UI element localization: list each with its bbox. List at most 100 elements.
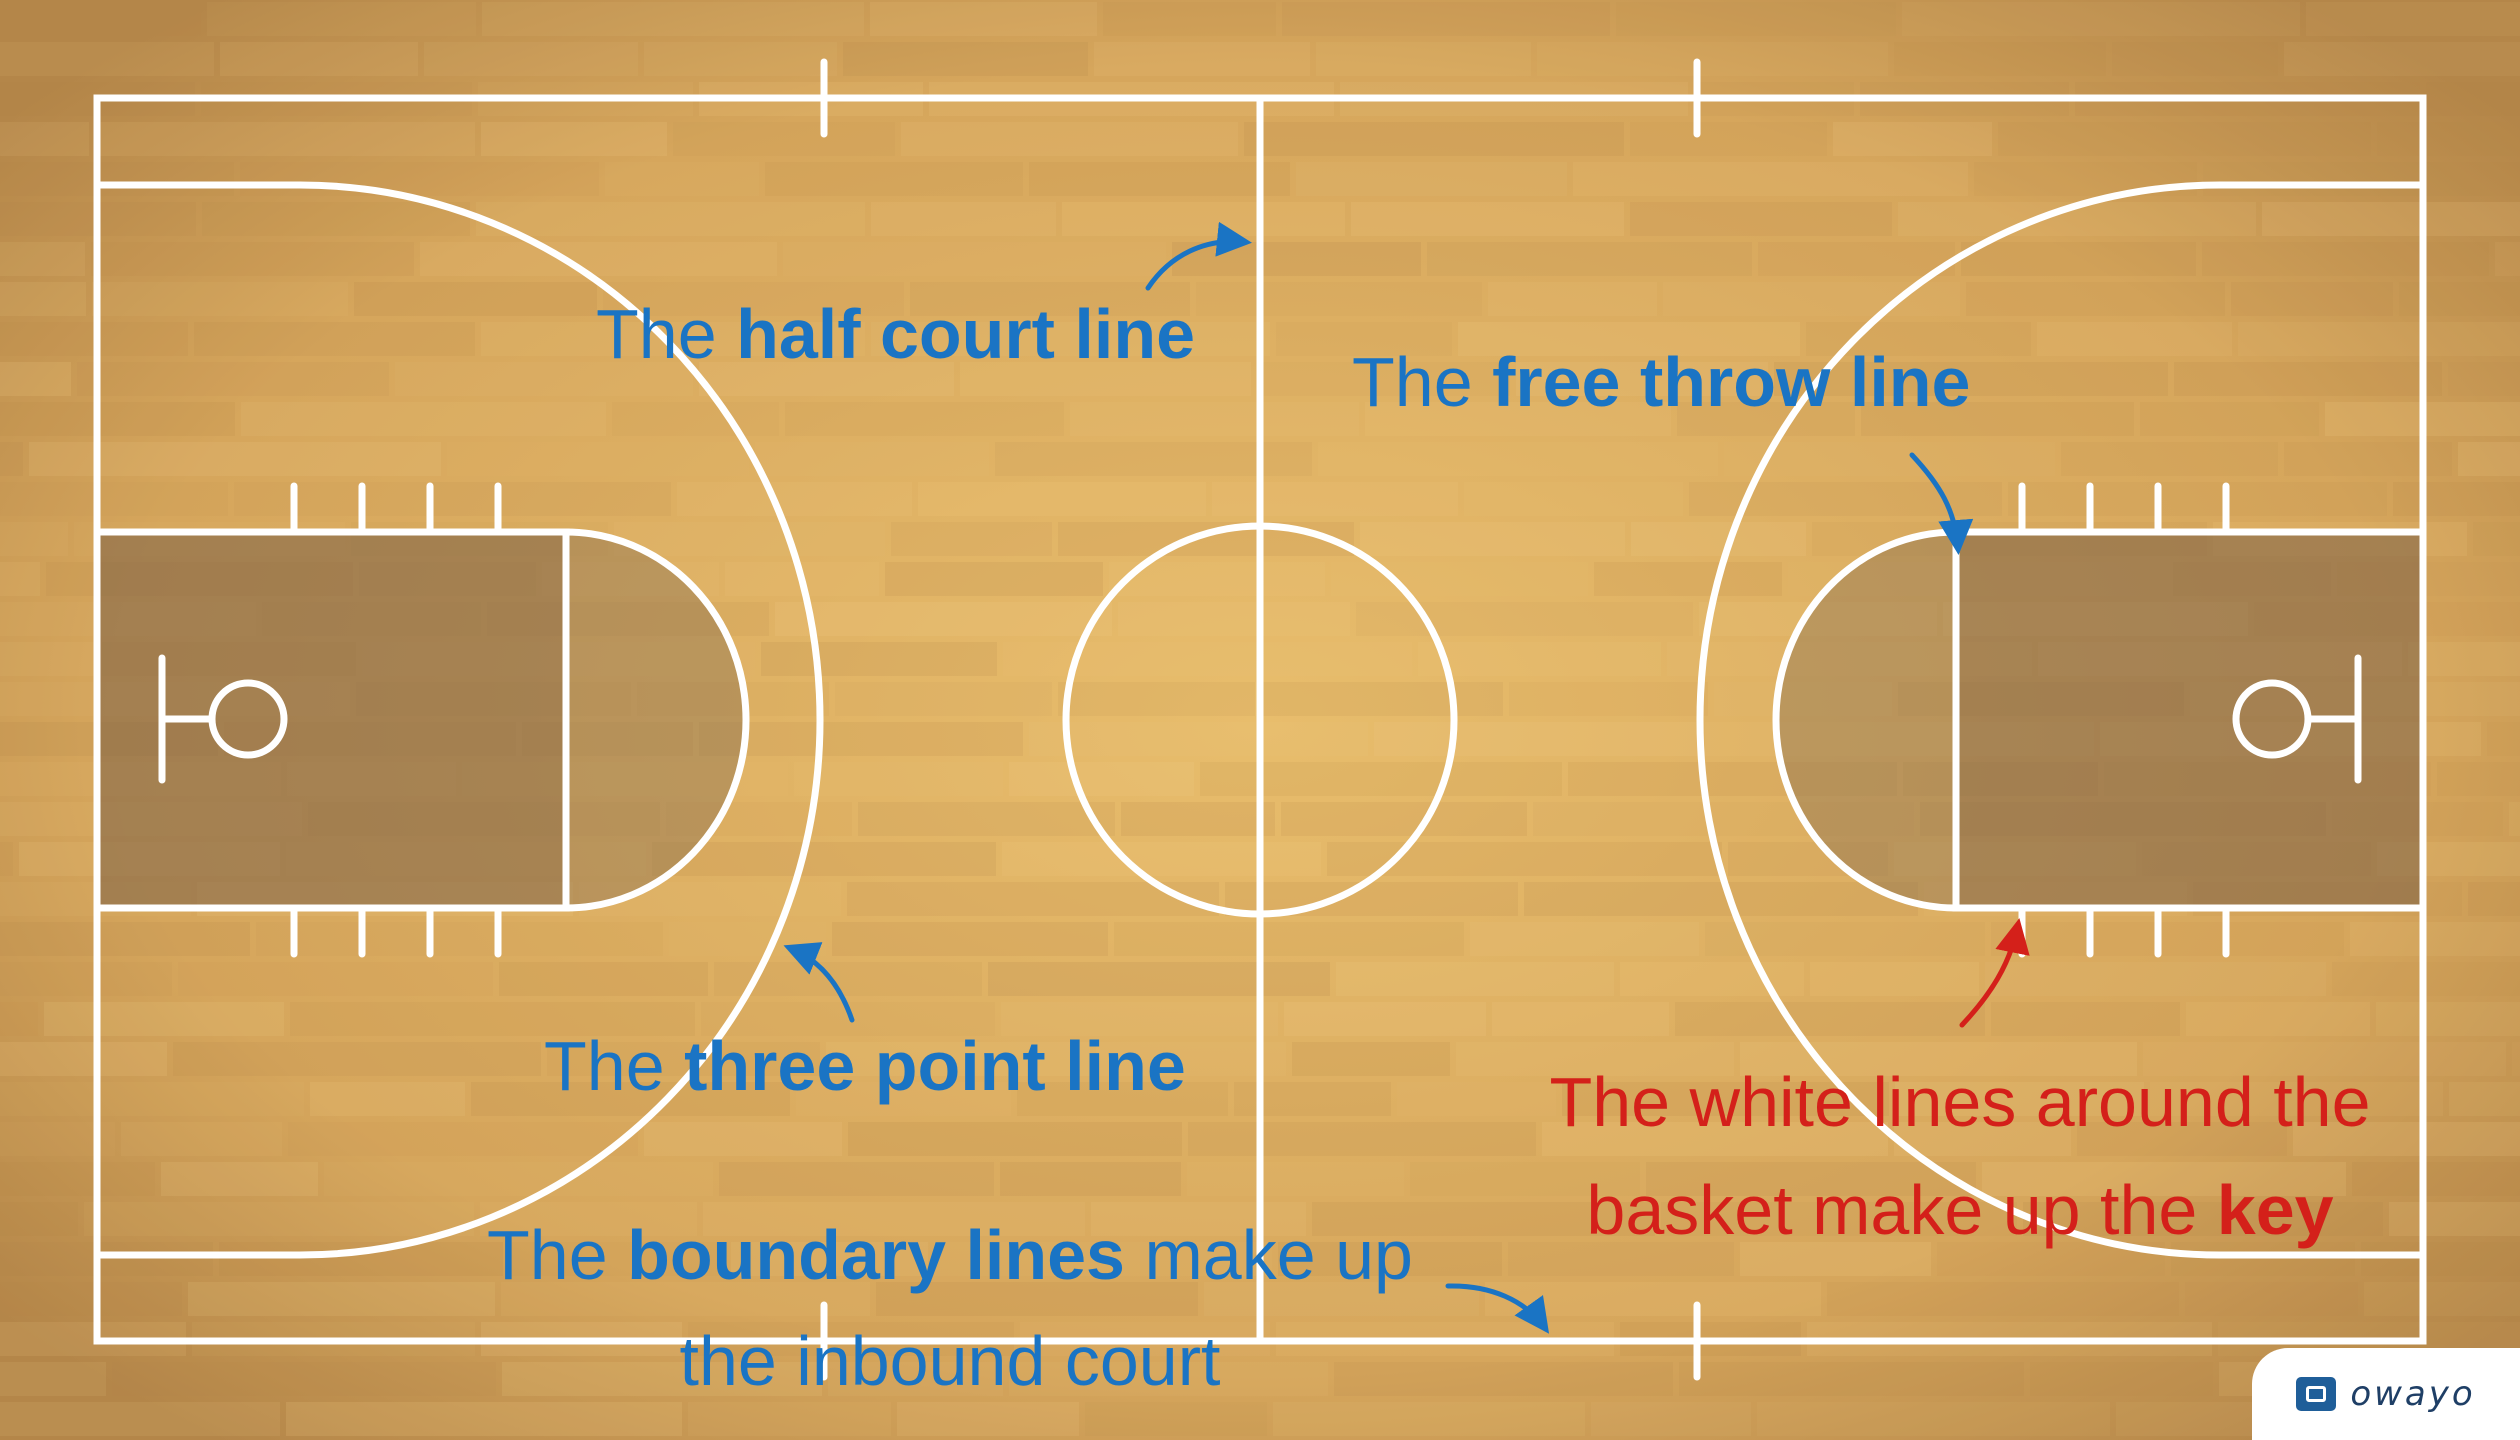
wood-plank — [1318, 442, 1718, 476]
wood-plank — [614, 522, 885, 556]
wood-plank — [755, 442, 989, 476]
brand-badge: owayo — [2252, 1348, 2520, 1440]
wood-plank — [1418, 642, 1661, 676]
wood-plank — [2377, 122, 2520, 156]
wood-plank — [0, 1242, 213, 1276]
boundary-label-line1: The boundary lines make up — [470, 1202, 1430, 1308]
wood-plank — [871, 322, 1270, 356]
wood-plank — [2399, 282, 2520, 316]
wood-plank — [0, 642, 96, 676]
wood-plank — [1118, 602, 1350, 636]
wood-plank — [502, 1362, 822, 1396]
wood-plank — [2437, 762, 2520, 796]
wood-plank — [0, 442, 23, 476]
wood-plank — [2008, 482, 2387, 516]
key-label: The white lines around the basket make u… — [1510, 1048, 2410, 1264]
wood-plank — [1196, 282, 1482, 316]
wood-plank — [1895, 1082, 2144, 1116]
wood-plank — [1630, 122, 1827, 156]
wood-plank — [1631, 522, 1806, 556]
wood-plank — [2361, 1242, 2520, 1276]
boundary-label-line2: the inbound court — [679, 1322, 1221, 1400]
wood-plank — [731, 1242, 928, 1276]
wood-plank — [1699, 602, 1937, 636]
wood-plank — [29, 442, 441, 476]
wood-plank — [673, 122, 895, 156]
wood-plank — [1356, 602, 1693, 636]
wood-plank — [2143, 1042, 2506, 1076]
half-court-label-pre: The — [596, 295, 737, 373]
wood-plank — [1058, 682, 1255, 716]
wood-plank — [1562, 1082, 1889, 1116]
wood-plank — [0, 242, 85, 276]
wood-plank — [1966, 282, 2225, 316]
wood-plank — [603, 282, 904, 316]
wood-plank — [637, 682, 829, 716]
wood-plank — [1524, 882, 1918, 916]
wood-plank — [2284, 442, 2452, 476]
wood-plank — [1757, 1402, 2110, 1436]
wood-plank — [2509, 802, 2520, 836]
wood-plank — [1991, 922, 2344, 956]
free-throw-label: The free throw line — [1352, 345, 1971, 420]
wood-plank — [476, 202, 865, 236]
wood-plank — [1261, 682, 1503, 716]
wood-plank — [501, 1282, 870, 1316]
wood-plank — [1009, 762, 1194, 796]
wood-plank — [220, 42, 418, 76]
wood-plank — [2293, 1122, 2520, 1156]
wood-plank — [1758, 242, 1955, 276]
wood-plank — [775, 602, 1112, 636]
wood-plank — [1278, 1242, 1502, 1276]
wood-plank — [1573, 162, 1968, 196]
wood-plank — [1630, 202, 1892, 236]
wood-plank — [1273, 1402, 1585, 1436]
wood-plank — [0, 1082, 304, 1116]
wood-plank — [234, 482, 426, 516]
wood-plank — [1833, 122, 1992, 156]
three-point-label-bold: three point line — [684, 1027, 1186, 1105]
wood-plank — [1188, 1122, 1536, 1156]
wood-plank — [432, 482, 671, 516]
wood-plank — [0, 522, 68, 556]
wood-plank — [1982, 1162, 2346, 1196]
wood-plank — [288, 1122, 638, 1156]
wood-plank — [2037, 322, 2232, 356]
wood-plank — [2171, 1242, 2355, 1276]
wood-plank — [2458, 442, 2520, 476]
wood-plank — [2448, 362, 2520, 396]
wood-plank — [1458, 322, 1800, 356]
wood-plank — [1296, 162, 1567, 196]
wood-plank — [0, 922, 250, 956]
wood-plank — [290, 1002, 695, 1036]
boundary-label: The boundary lines make up the inbound c… — [470, 1202, 1430, 1414]
wood-plank — [161, 1162, 318, 1196]
wood-plank — [960, 362, 1251, 396]
wood-plank — [988, 962, 1330, 996]
wood-plank — [95, 122, 475, 156]
wood-plank — [1187, 1162, 1404, 1196]
center-circle — [1062, 522, 1458, 918]
wood-plank — [2426, 82, 2520, 116]
wood-plank — [1334, 1362, 1673, 1396]
wood-plank — [1114, 922, 1464, 956]
wood-plank — [719, 1162, 994, 1196]
wood-plank — [194, 322, 475, 356]
wood-plank — [783, 242, 1166, 276]
three-point-arrow-icon — [783, 942, 855, 1023]
wood-plank — [324, 1162, 713, 1196]
wood-plank — [826, 1042, 1090, 1076]
wood-plank — [2473, 522, 2520, 556]
wood-plank — [0, 402, 235, 436]
wood-plank — [219, 1242, 503, 1276]
wood-plank — [447, 442, 749, 476]
wood-plank — [848, 1122, 1182, 1156]
wood-plank — [2449, 1082, 2520, 1116]
wood-plank — [1661, 1202, 2017, 1236]
wood-plank — [1360, 522, 1625, 556]
wood-plank — [1542, 1122, 1888, 1156]
wood-plank — [0, 1162, 155, 1196]
wood-plank — [0, 1202, 78, 1236]
wood-plank — [1509, 682, 1708, 716]
